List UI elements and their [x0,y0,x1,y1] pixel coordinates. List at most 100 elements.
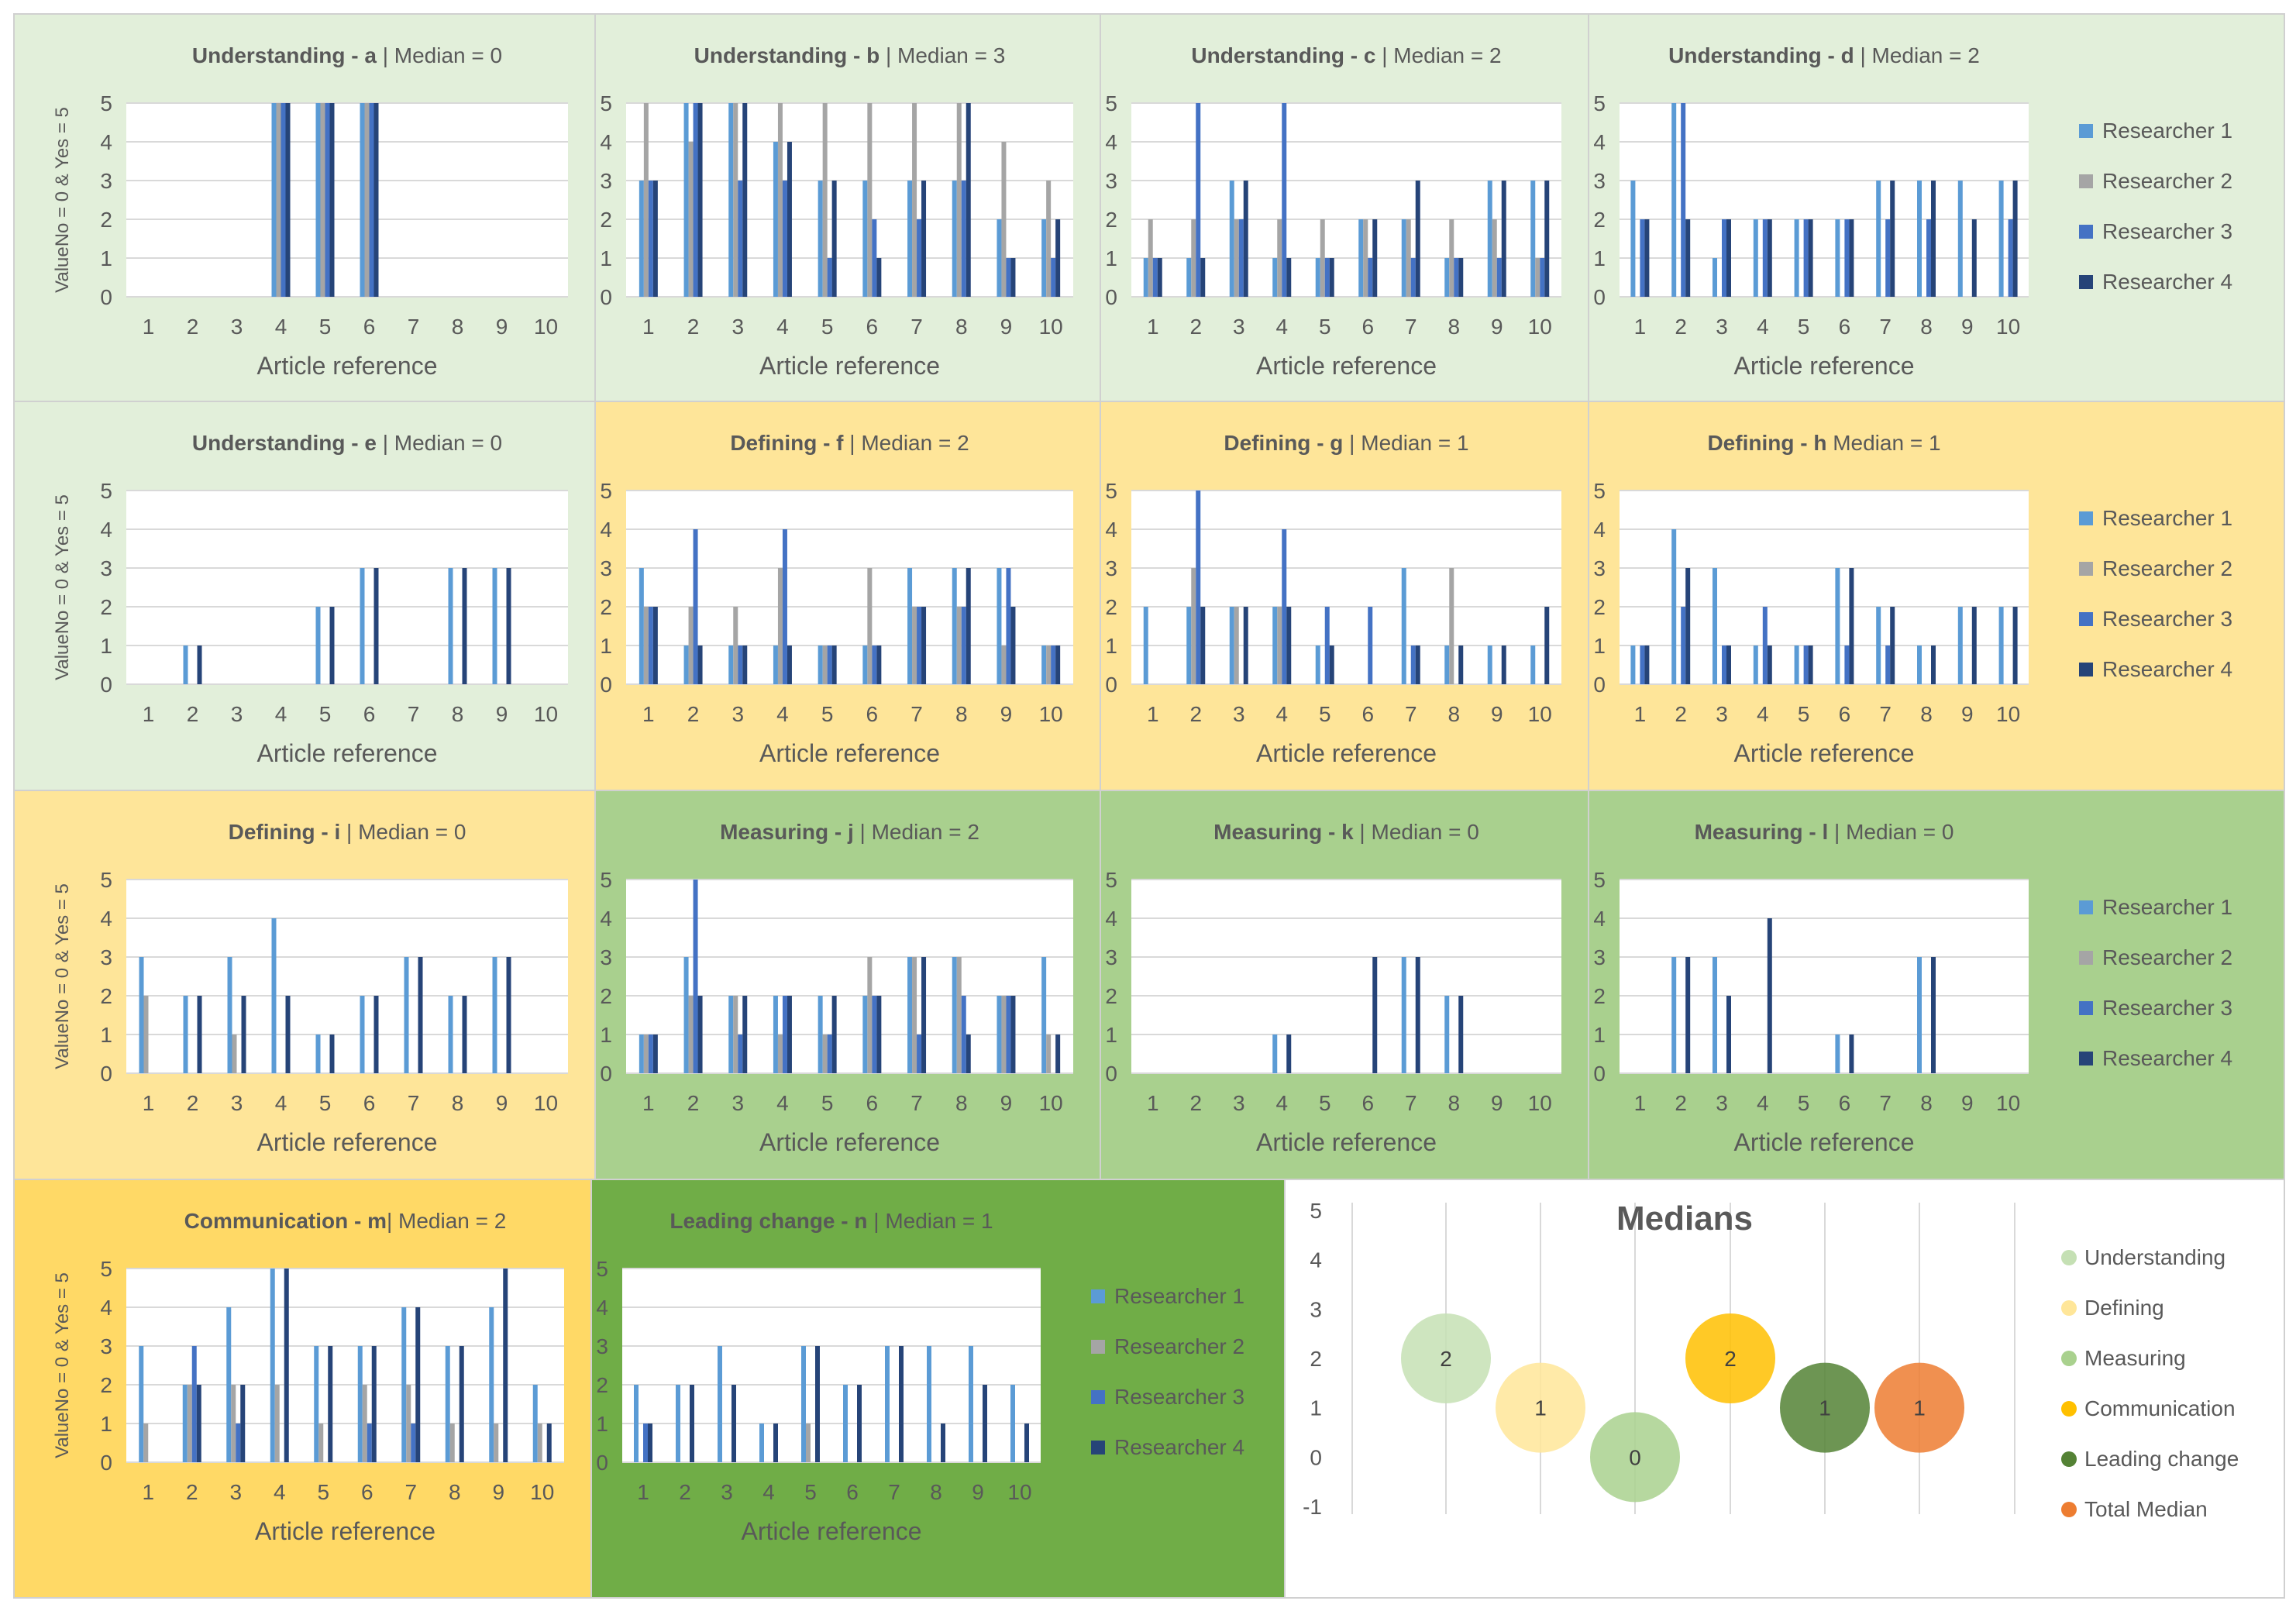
plot-area [126,880,568,1073]
chart-title-median: | Median = 0 [340,820,466,844]
bar-g-r3-a6 [1368,607,1373,684]
x-tick-label: 5 [1798,702,1810,726]
bar-b-r2-a10 [1046,181,1052,297]
bar-b-r1-a1 [639,181,644,297]
x-tick-label: 1 [1147,315,1159,339]
bar-f-r2-a8 [956,607,962,684]
bar-b-r3-a9 [1006,258,1011,297]
legend-label: Researcher 4 [1114,1435,1244,1459]
y-tick-label: 1 [1593,246,1606,270]
bar-c-r3-a3 [1238,219,1244,297]
bar-j-r2-a4 [777,1034,783,1073]
bar-j-r1-a6 [862,996,868,1073]
plot-area [622,1269,1041,1462]
bar-b-r3-a7 [917,219,922,297]
bar-m-r1-a2 [182,1385,188,1462]
legend-swatch [2079,900,2093,914]
bar-a-r4-a5 [329,103,335,297]
x-tick-label: 3 [1716,1091,1728,1115]
chart-title-median: | Median = 2 [387,1209,506,1233]
chart-title-bold: Understanding - d [1668,43,1854,67]
bar-g-r3-a5 [1324,607,1330,684]
bar-b-r4-a1 [652,181,658,297]
bar-e-r4-a8 [462,568,467,684]
y-tick-label: 5 [100,868,112,892]
bar-d-r3-a5 [1803,219,1809,297]
bar-b-r3-a2 [693,103,698,297]
y-tick-label: 5 [1593,91,1606,115]
bar-j-r3-a9 [1006,996,1011,1073]
bar-b-r1-a3 [728,103,734,297]
bar-m-r2-a10 [537,1423,542,1462]
x-tick-label: 3 [231,315,243,339]
chart-title: Defining - f | Median = 2 [730,431,969,455]
x-tick-label: 8 [1920,315,1933,339]
bar-f-r3-a4 [782,529,787,684]
chart-title: Defining - g | Median = 1 [1224,431,1468,455]
bar-a-r2-a6 [364,103,370,297]
bar-d-r4-a4 [1767,219,1772,297]
x-tick-label: 9 [972,1480,984,1504]
bar-f-r1-a2 [683,645,689,684]
y-tick-label: 2 [1105,984,1117,1008]
bar-m-r3-a7 [411,1423,416,1462]
bubble-total-median [1874,1362,1964,1453]
x-tick-label: 8 [452,1091,464,1115]
bar-l-r4-a3 [1726,996,1731,1073]
y-tick-label: 0 [1105,1062,1117,1086]
bar-b-r1-a9 [997,219,1002,297]
bar-d-r3-a6 [1844,219,1850,297]
bar-n-r1-a5 [801,1346,806,1462]
y-tick-label: 0 [600,285,612,309]
bar-h-r1-a6 [1835,568,1840,684]
bar-f-r3-a1 [648,607,653,684]
bar-b-r4-a7 [921,181,927,297]
bar-j-r2-a9 [1001,996,1007,1073]
bar-m-r4-a6 [371,1346,377,1462]
bar-j-r3-a2 [693,880,698,1073]
bar-f-r1-a4 [773,645,778,684]
legend-label: Researcher 3 [2102,996,2232,1020]
y-tick-label: 0 [596,1451,608,1475]
bar-j-r1-a8 [952,957,957,1073]
y-tick-label: 4 [100,518,112,542]
bar-h-r3-a6 [1844,645,1850,684]
legend-swatch [2079,951,2093,965]
bar-b-r4-a9 [1010,258,1016,297]
bar-d-r4-a2 [1685,219,1691,297]
x-tick-label: 10 [1996,702,2020,726]
chart-title-bold: Measuring - l [1695,820,1829,844]
bar-m-r1-a3 [226,1307,232,1462]
bar-i-r1-a3 [227,957,232,1073]
chart-title-bold: Defining - g [1224,431,1343,455]
chart-title-bold: Understanding - c [1191,43,1375,67]
y-tick-label: 0 [600,1062,612,1086]
bubble-communication [1685,1313,1775,1403]
x-tick-label: 7 [888,1480,900,1504]
x-tick-label: 2 [186,1480,198,1504]
bar-b-r1-a2 [683,103,689,297]
bar-f-r2-a10 [1046,645,1052,684]
x-tick-label: 4 [1757,1091,1769,1115]
x-tick-label: 2 [187,1091,199,1115]
bar-h-r4-a9 [1971,607,1977,684]
bar-i-r4-a4 [285,996,291,1073]
bar-i-r4-a6 [373,996,379,1073]
x-tick-label: 2 [1189,702,1202,726]
x-tick-label: 10 [1039,1091,1063,1115]
bar-b-r4-a6 [876,258,882,297]
bar-j-r4-a2 [697,996,703,1073]
bar-a-r1-a6 [360,103,365,297]
legend-swatch [2079,511,2093,525]
x-tick-label: 2 [1675,1091,1687,1115]
y-tick-label: 5 [600,479,612,503]
legend-label: Researcher 1 [2102,506,2232,530]
y-tick-label: 2 [596,1373,608,1397]
bar-e-r1-a6 [360,568,365,684]
bar-f-r4-a8 [966,568,971,684]
bar-k-r4-a4 [1286,1034,1292,1073]
x-tick-label: 7 [1879,1091,1892,1115]
bar-f-r2-a1 [643,607,649,684]
chart-title: Defining - i | Median = 0 [229,820,466,844]
bar-g-r4-a5 [1329,645,1334,684]
